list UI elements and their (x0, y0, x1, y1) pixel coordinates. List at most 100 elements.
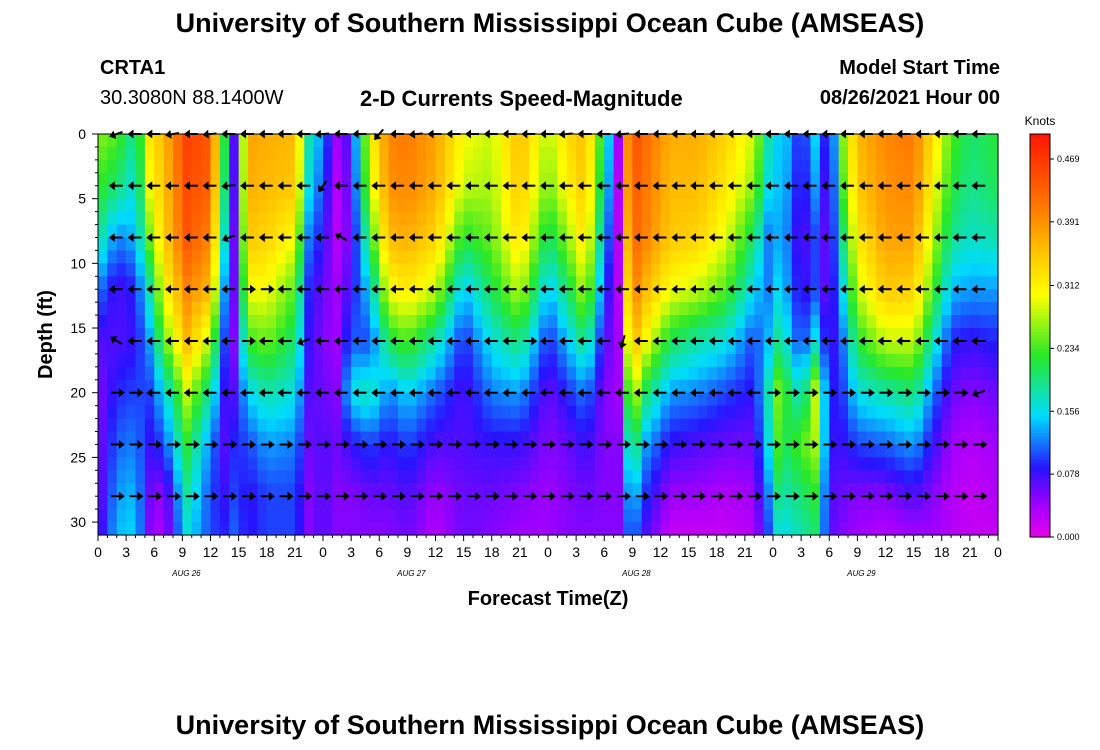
current-vector-head (906, 440, 913, 449)
heatmap-cell (613, 328, 624, 342)
heatmap-cell (894, 522, 905, 536)
heatmap-cell (491, 483, 502, 497)
colorbar-swatch (1030, 144, 1050, 149)
current-vector (540, 181, 554, 191)
colorbar-swatch (1030, 476, 1050, 481)
heatmap-cell (698, 328, 708, 342)
heatmap-cell (463, 289, 474, 303)
heatmap-cell (107, 250, 118, 264)
heatmap-cell (726, 172, 737, 187)
heatmap-cell (510, 340, 521, 355)
colorbar-swatch (1030, 184, 1050, 189)
heatmap-cell (979, 483, 990, 497)
heatmap-cell (398, 366, 408, 381)
heatmap-cell (594, 146, 605, 161)
heatmap-cell (763, 276, 774, 290)
heatmap-cell (960, 457, 971, 471)
current-vector (765, 181, 779, 191)
heatmap-cell (698, 457, 708, 471)
heatmap-cell (369, 522, 380, 536)
heatmap-cell (594, 198, 605, 213)
heatmap-cell (294, 276, 305, 290)
heatmap-cell (819, 146, 830, 161)
heatmap-cell (641, 198, 652, 213)
heatmap-cell (266, 509, 277, 523)
current-vector (727, 233, 742, 242)
heatmap-cell (98, 353, 108, 368)
heatmap-cell (744, 496, 755, 510)
heatmap-cell (876, 340, 887, 355)
current-vector (633, 233, 648, 242)
heatmap-cell (529, 237, 540, 252)
heatmap-cell (923, 353, 933, 368)
heatmap-cell (791, 237, 802, 252)
colorbar-swatch (1030, 359, 1050, 363)
heatmap-cell (257, 211, 268, 226)
heatmap-cell (369, 366, 380, 381)
heatmap-cell (426, 289, 437, 303)
current-vector (483, 336, 498, 346)
heatmap-cell (294, 496, 305, 510)
current-vector (802, 336, 817, 346)
heatmap-cell (126, 276, 137, 290)
heatmap-cell (426, 172, 437, 187)
heatmap-cell (604, 470, 615, 484)
current-vector-head (606, 440, 613, 449)
heatmap-cell (238, 496, 249, 510)
current-vector-head (202, 284, 209, 294)
heatmap-cell (407, 353, 418, 368)
heatmap-cell (98, 146, 108, 161)
heatmap-cell (276, 379, 287, 394)
heatmap-cell (688, 237, 699, 252)
current-vector (917, 440, 931, 449)
heatmap-cell (435, 146, 446, 161)
heatmap-cell (838, 198, 849, 213)
heatmap-cell (866, 379, 877, 394)
heatmap-cell (276, 185, 287, 200)
heatmap-cell (426, 224, 437, 239)
heatmap-cell (763, 224, 774, 239)
heatmap-cell (791, 172, 802, 187)
current-vector-head (558, 284, 565, 294)
heatmap-cell (894, 509, 905, 523)
heatmap-cell (369, 340, 380, 355)
heatmap-cell (210, 522, 221, 536)
heatmap-cell (810, 172, 821, 187)
heatmap-cell (660, 353, 671, 368)
heatmap-cell (641, 444, 652, 458)
heatmap-cell (969, 405, 980, 420)
heatmap-cell (229, 483, 240, 497)
heatmap-cell (407, 418, 418, 433)
heatmap-cell (182, 457, 193, 471)
heatmap-cell (435, 522, 446, 536)
heatmap-cell (791, 302, 802, 316)
heatmap-cell (491, 457, 502, 471)
heatmap-cell (707, 224, 718, 239)
heatmap-cell (519, 483, 530, 497)
heatmap-cell (604, 185, 615, 200)
heatmap-cell (294, 237, 305, 252)
colorbar-swatch (1030, 513, 1050, 518)
heatmap-cell (660, 159, 671, 174)
heatmap-cell (163, 328, 174, 342)
heatmap-cell (688, 276, 699, 290)
heatmap-cell (623, 211, 633, 226)
current-vector (373, 491, 388, 501)
heatmap-cell (904, 237, 915, 252)
heatmap-cell (960, 431, 971, 446)
heatmap-cell (351, 172, 362, 187)
heatmap-cell (529, 509, 540, 523)
heatmap-cell (341, 405, 352, 420)
heatmap-cell (266, 276, 277, 290)
heatmap-cell (791, 315, 802, 329)
heatmap-cell (726, 431, 737, 446)
heatmap-cell (829, 237, 840, 252)
heatmap-cell (866, 496, 877, 510)
heatmap-cell (857, 405, 868, 420)
heatmap-cell (454, 431, 465, 446)
heatmap-cell (801, 172, 812, 187)
heatmap-cell (426, 237, 437, 252)
current-vector-head (550, 491, 556, 501)
heatmap-cell (744, 224, 755, 239)
heatmap-cell (276, 224, 287, 239)
